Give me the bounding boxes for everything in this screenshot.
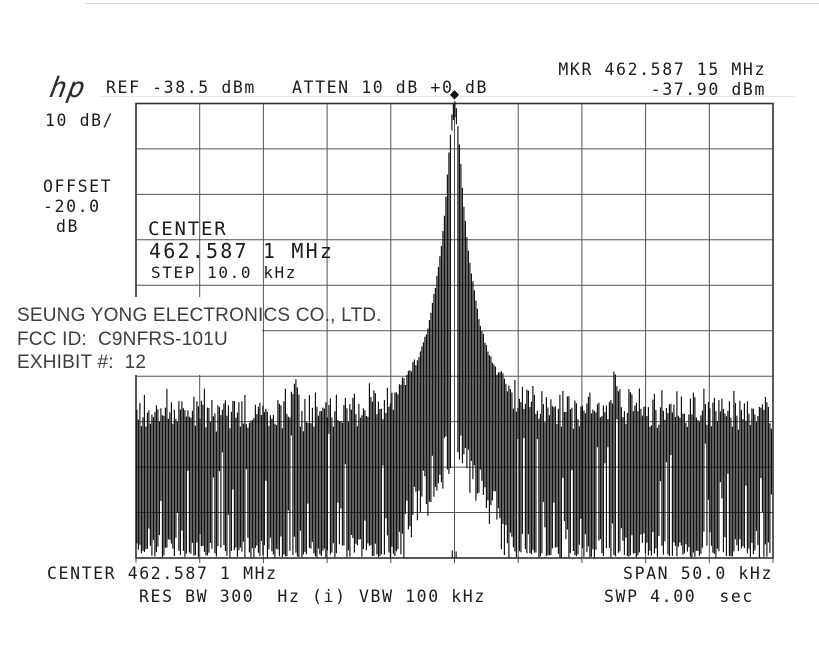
scan-artifact-line <box>85 3 819 4</box>
offset-label: OFFSET <box>43 177 113 196</box>
marker-frequency-readout: MKR 462.587 15 MHz <box>558 60 766 79</box>
ref-level-readout: REF -38.5 dBm <box>106 78 256 97</box>
video-bw-readout: VBW 100 kHz <box>359 587 486 606</box>
hp-logo: hp <box>47 71 89 104</box>
sweep-time-readout: SWP 4.00 sec <box>604 587 754 606</box>
attenuation-readout: ATTEN 10 dB +0 dB <box>292 78 489 97</box>
scale-per-div-readout: 10 dB/ <box>45 111 115 130</box>
marker-amplitude-readout: -37.90 dBm <box>650 80 766 99</box>
marker-diamond-icon <box>450 90 459 100</box>
company-name-text: SEUNG YONG ELECTRONICS CO., LTD. <box>17 305 382 326</box>
footer-center-freq-readout: CENTER 462.587 1 MHz <box>47 564 278 583</box>
spectrum-trace <box>136 101 772 558</box>
center-freq-value: 462.587 1 MHz <box>149 239 335 263</box>
step-size-readout: STEP 10.0 kHz <box>151 263 298 282</box>
text-whiteout-band <box>13 297 262 375</box>
center-freq-label: CENTER <box>148 218 228 240</box>
res-bw-readout: RES BW 300 Hz (i) <box>139 587 347 606</box>
offset-value: -20.0 <box>43 197 101 216</box>
exhibit-number-text: EXHIBIT #: 12 <box>17 352 147 373</box>
fcc-id-text: FCC ID: C9NFRS-101U <box>17 329 228 350</box>
span-readout: SPAN 50.0 kHz <box>623 564 773 583</box>
scan-artifact-line <box>100 96 795 97</box>
offset-unit: dB <box>56 217 80 236</box>
